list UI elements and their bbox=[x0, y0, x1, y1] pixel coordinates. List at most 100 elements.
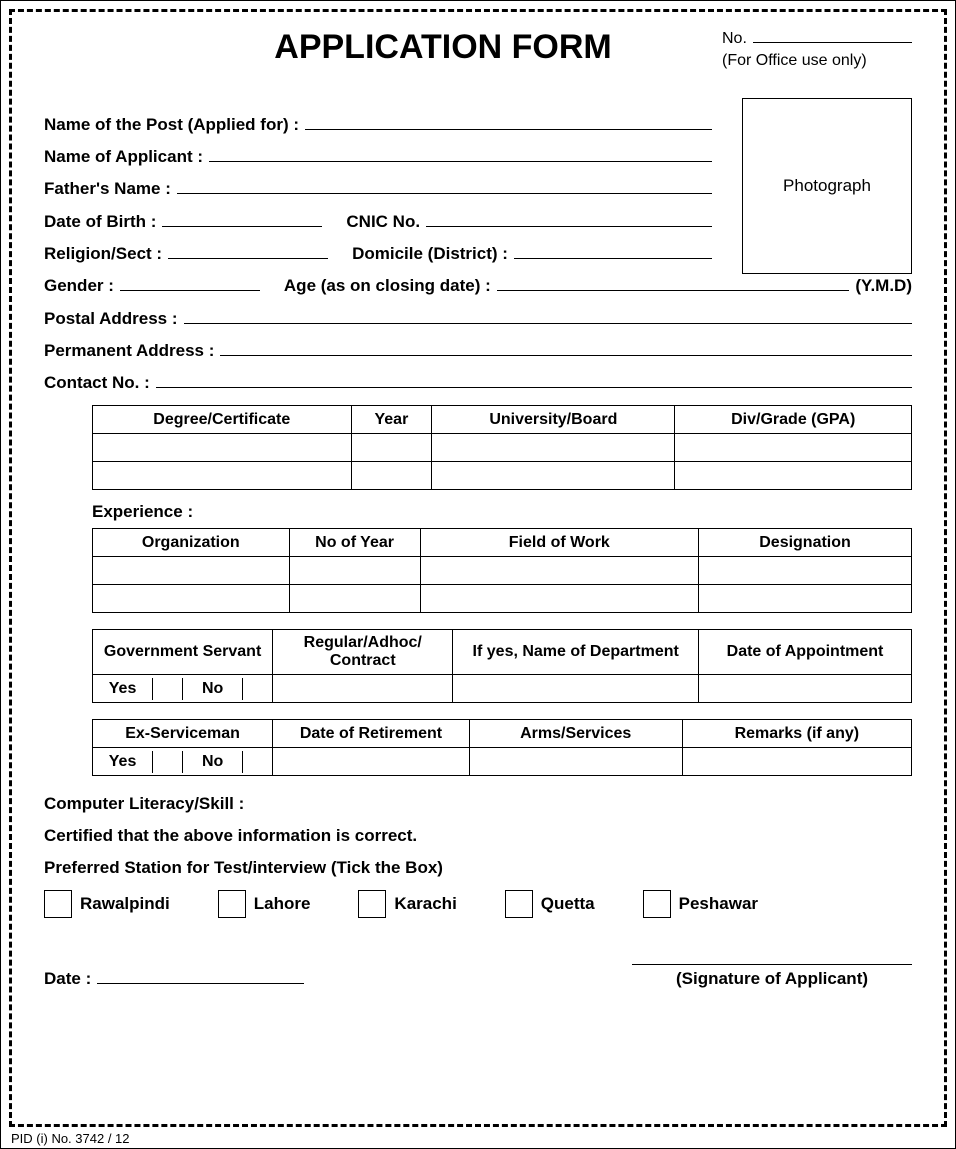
photograph-box[interactable]: Photograph bbox=[742, 98, 912, 274]
contact-label: Contact No. : bbox=[44, 367, 150, 399]
photograph-label: Photograph bbox=[783, 176, 871, 196]
table-row bbox=[93, 585, 912, 613]
ex-yes[interactable]: Yes bbox=[93, 751, 153, 773]
office-note: (For Office use only) bbox=[722, 50, 912, 72]
dob-label: Date of Birth : bbox=[44, 206, 156, 238]
religion-input[interactable] bbox=[168, 243, 328, 259]
gender-input[interactable] bbox=[120, 275, 260, 291]
page: APPLICATION FORM No. (For Office use onl… bbox=[0, 0, 956, 1149]
gov-yes[interactable]: Yes bbox=[93, 678, 153, 700]
edu-h1: Degree/Certificate bbox=[93, 406, 352, 434]
education-table: Degree/Certificate Year University/Board… bbox=[92, 405, 912, 490]
station-label: Rawalpindi bbox=[80, 894, 170, 914]
father-input[interactable] bbox=[177, 178, 712, 194]
domicile-input[interactable] bbox=[514, 243, 712, 259]
ymd-label: (Y.M.D) bbox=[855, 270, 912, 302]
domicile-label: Domicile (District) : bbox=[352, 238, 508, 270]
age-label: Age (as on closing date) : bbox=[284, 270, 491, 302]
ex-yes-box[interactable] bbox=[153, 751, 183, 773]
experience-table-wrap: Organization No of Year Field of Work De… bbox=[92, 528, 912, 613]
table-row: Yes No bbox=[93, 675, 912, 703]
checkbox[interactable] bbox=[643, 890, 671, 918]
table-row bbox=[93, 557, 912, 585]
ex-serviceman-table: Ex-Serviceman Date of Retirement Arms/Se… bbox=[92, 719, 912, 776]
gov-no-box[interactable] bbox=[243, 678, 272, 700]
age-input[interactable] bbox=[497, 275, 850, 291]
table-row: Government Servant Regular/Adhoc/ Contra… bbox=[93, 630, 912, 675]
cnic-input[interactable] bbox=[426, 211, 712, 227]
station-label: Karachi bbox=[394, 894, 456, 914]
ex-h1: Ex-Serviceman bbox=[93, 720, 273, 748]
edu-h4: Div/Grade (GPA) bbox=[675, 406, 912, 434]
literacy-label: Computer Literacy/Skill : bbox=[44, 794, 912, 814]
no-label: No. bbox=[722, 28, 747, 50]
religion-label: Religion/Sect : bbox=[44, 238, 162, 270]
table-row bbox=[93, 462, 912, 490]
permanent-input[interactable] bbox=[220, 340, 912, 356]
gov-h2: Regular/Adhoc/ Contract bbox=[273, 630, 453, 675]
date-input[interactable] bbox=[97, 968, 304, 984]
ex-no[interactable]: No bbox=[183, 751, 243, 773]
postal-input[interactable] bbox=[184, 308, 912, 324]
station-label: Quetta bbox=[541, 894, 595, 914]
dob-input[interactable] bbox=[162, 211, 322, 227]
applicant-label: Name of Applicant : bbox=[44, 141, 203, 173]
gov-h3: If yes, Name of Department bbox=[453, 630, 699, 675]
table-row bbox=[93, 434, 912, 462]
gender-label: Gender : bbox=[44, 270, 114, 302]
pref-label: Preferred Station for Test/interview (Ti… bbox=[44, 858, 912, 878]
ex-h4: Remarks (if any) bbox=[682, 720, 911, 748]
checkbox[interactable] bbox=[505, 890, 533, 918]
education-table-wrap: Degree/Certificate Year University/Board… bbox=[92, 405, 912, 490]
table-row: Yes No bbox=[93, 748, 912, 776]
station-label: Peshawar bbox=[679, 894, 758, 914]
ex-yesno-cell: Yes No bbox=[93, 748, 273, 776]
certify-text: Certified that the above information is … bbox=[44, 826, 912, 846]
station-option: Quetta bbox=[505, 890, 595, 918]
station-option: Peshawar bbox=[643, 890, 758, 918]
station-checks: Rawalpindi Lahore Karachi Quetta Peshawa… bbox=[44, 890, 912, 918]
gov-yes-box[interactable] bbox=[153, 678, 183, 700]
ex-h3: Arms/Services bbox=[469, 720, 682, 748]
permanent-label: Permanent Address : bbox=[44, 335, 214, 367]
form-title: APPLICATION FORM bbox=[44, 28, 722, 67]
postal-label: Postal Address : bbox=[44, 303, 178, 335]
station-option: Lahore bbox=[218, 890, 311, 918]
station-label: Lahore bbox=[254, 894, 311, 914]
exp-h3: Field of Work bbox=[420, 529, 698, 557]
cnic-label: CNIC No. bbox=[346, 206, 420, 238]
checkbox[interactable] bbox=[218, 890, 246, 918]
exp-h4: Designation bbox=[699, 529, 912, 557]
date-label: Date : bbox=[44, 969, 91, 989]
gov-servant-table: Government Servant Regular/Adhoc/ Contra… bbox=[92, 629, 912, 703]
post-input[interactable] bbox=[305, 114, 712, 130]
checkbox[interactable] bbox=[44, 890, 72, 918]
ex-h2: Date of Retirement bbox=[273, 720, 470, 748]
edu-h3: University/Board bbox=[432, 406, 675, 434]
contact-input[interactable] bbox=[156, 372, 912, 388]
ex-no-box[interactable] bbox=[243, 751, 272, 773]
exp-h1: Organization bbox=[93, 529, 290, 557]
no-input-line[interactable] bbox=[753, 29, 912, 43]
table-row: Degree/Certificate Year University/Board… bbox=[93, 406, 912, 434]
ex-table-wrap: Ex-Serviceman Date of Retirement Arms/Se… bbox=[92, 719, 912, 776]
title-row: APPLICATION FORM No. (For Office use onl… bbox=[44, 28, 912, 73]
experience-table: Organization No of Year Field of Work De… bbox=[92, 528, 912, 613]
post-label: Name of the Post (Applied for) : bbox=[44, 109, 299, 141]
bottom-row: Date : (Signature of Applicant) bbox=[44, 964, 912, 989]
edu-h2: Year bbox=[351, 406, 432, 434]
gov-h4: Date of Appointment bbox=[699, 630, 912, 675]
experience-label: Experience : bbox=[92, 502, 912, 522]
form-frame: APPLICATION FORM No. (For Office use onl… bbox=[9, 9, 947, 1127]
station-option: Karachi bbox=[358, 890, 456, 918]
station-option: Rawalpindi bbox=[44, 890, 170, 918]
gov-h1: Government Servant bbox=[93, 630, 273, 675]
father-label: Father's Name : bbox=[44, 173, 171, 205]
gov-no[interactable]: No bbox=[183, 678, 243, 700]
exp-h2: No of Year bbox=[289, 529, 420, 557]
checkbox[interactable] bbox=[358, 890, 386, 918]
table-row: Ex-Serviceman Date of Retirement Arms/Se… bbox=[93, 720, 912, 748]
applicant-input[interactable] bbox=[209, 146, 712, 162]
signature-label: (Signature of Applicant) bbox=[632, 964, 912, 989]
signature-block: (Signature of Applicant) bbox=[632, 964, 912, 989]
